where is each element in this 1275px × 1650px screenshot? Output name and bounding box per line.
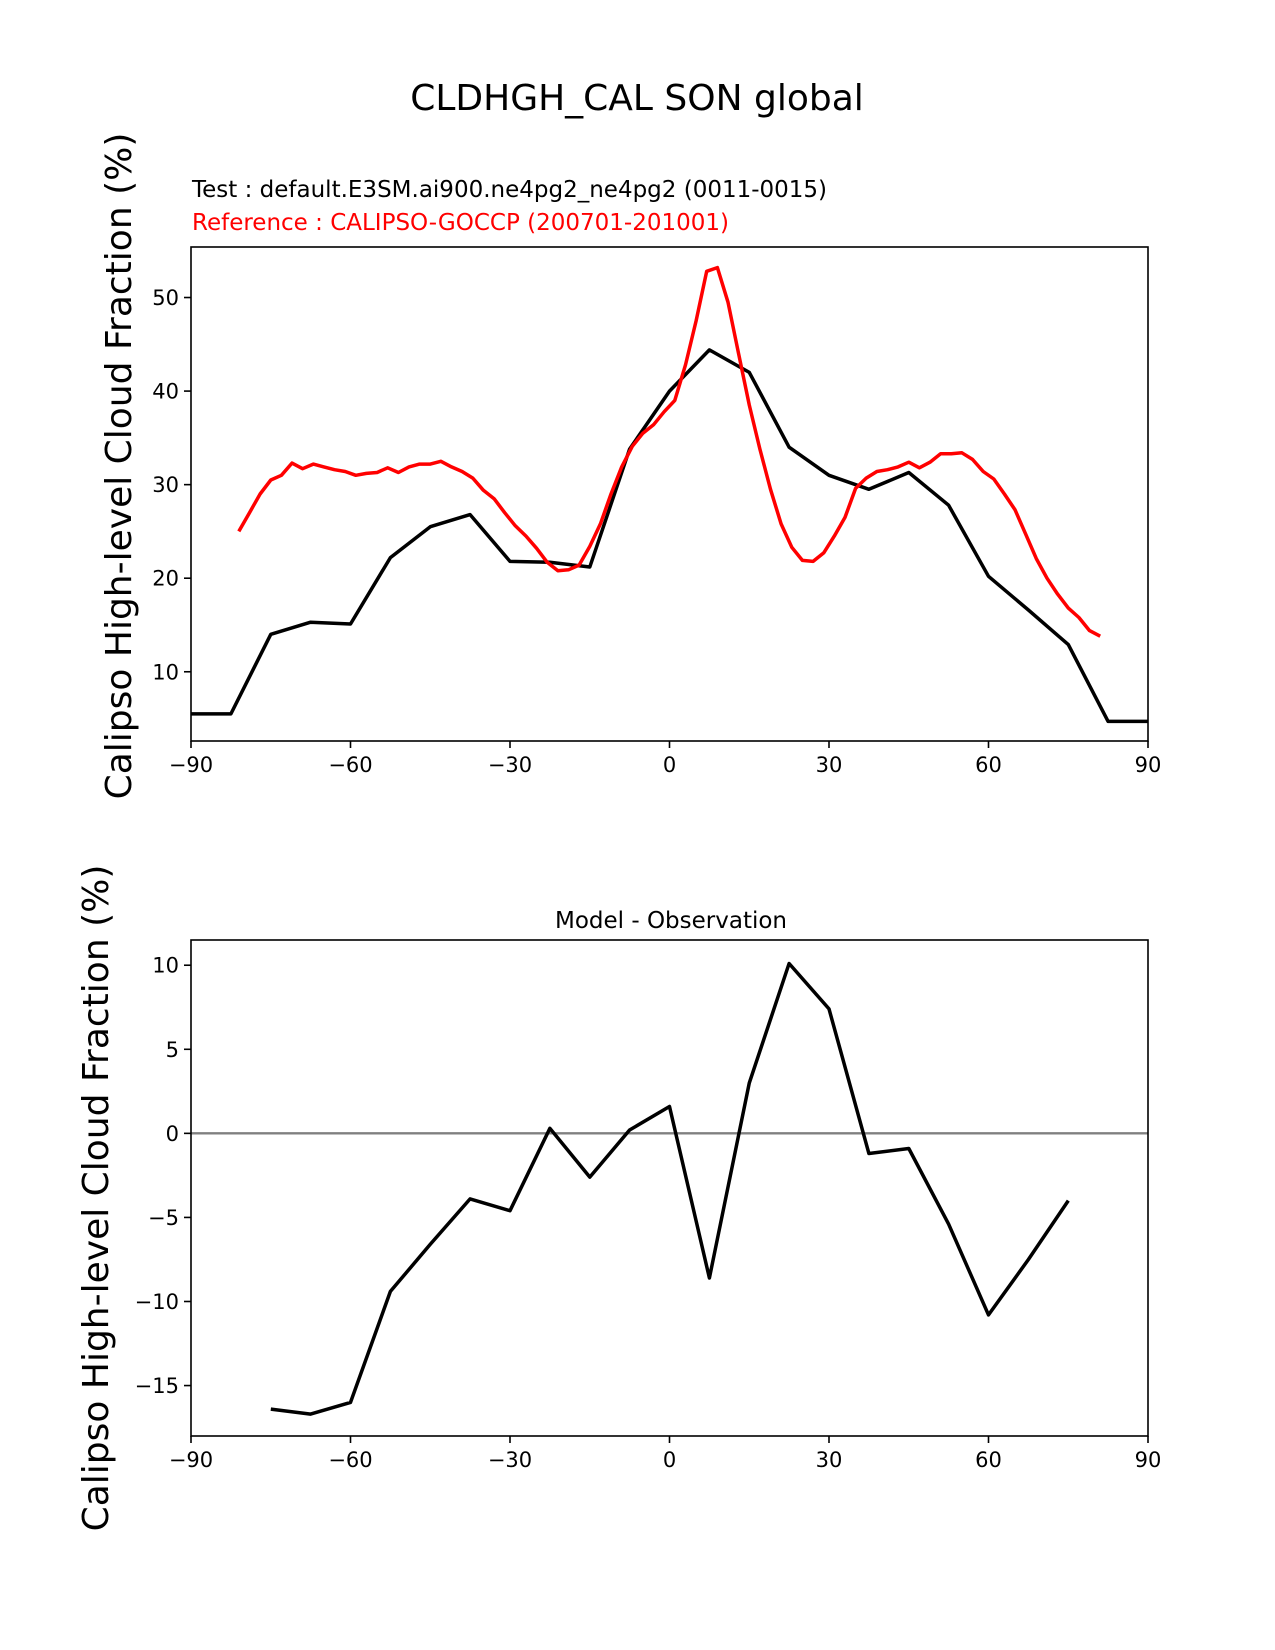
x-tick-label: −90 [169,753,213,777]
y-tick-label: 20 [152,567,179,591]
test-label: Test : default.E3SM.ai900.ne4pg2_ne4pg2 … [191,177,827,203]
y-tick-label: −10 [135,1290,179,1314]
x-tick-label: −30 [488,753,532,777]
x-tick-label: 60 [975,1448,1002,1472]
x-tick-label: 30 [816,1448,843,1472]
x-tick-label: 0 [663,753,676,777]
x-tick-label: −60 [328,1448,372,1472]
test-series-line [191,348,1148,724]
x-tick-label: 60 [975,753,1002,777]
y-tick-label: 40 [152,380,179,404]
y-tick-label: −15 [135,1374,179,1398]
y-tick-label: 50 [152,286,179,310]
x-tick-label: 90 [1135,753,1162,777]
y-tick-label: 10 [152,954,179,978]
bottom-panel-title: Model - Observation [555,908,787,934]
x-tick-label: 90 [1135,1448,1162,1472]
difference-series-line [270,961,1070,1416]
y-tick-label: 30 [152,473,179,497]
x-tick-label: −90 [169,1448,213,1472]
x-tick-label: −30 [488,1448,532,1472]
x-tick-label: −60 [328,753,372,777]
top-y-axis-label: Calipso High-level Cloud Fraction (%) [99,133,140,800]
y-tick-label: 0 [166,1122,179,1146]
axes-frame [190,939,1149,1437]
bottom-plot-area: −90 −60 −30 0 30 60 90 −15 −10 −5 0 5 10 [135,939,1162,1472]
figure-title: CLDHGH_CAL SON global [410,78,864,119]
y-tick-label: −5 [148,1206,179,1230]
y-tick-label: 5 [166,1038,179,1062]
reference-series-line [237,265,1102,638]
top-panel: Test : default.E3SM.ai900.ne4pg2_ne4pg2 … [99,133,1161,800]
y-tick-label: 10 [152,660,179,684]
bottom-panel: Model - Observation Calipso High-level C… [76,865,1161,1532]
x-tick-label: 30 [816,753,843,777]
top-plot-area: −90 −60 −30 0 30 60 90 10 20 30 40 50 [152,246,1162,777]
reference-label: Reference : CALIPSO-GOCCP (200701-201001… [192,210,729,236]
bottom-y-axis-label: Calipso High-level Cloud Fraction (%) [76,865,117,1532]
x-tick-label: 0 [663,1448,676,1472]
